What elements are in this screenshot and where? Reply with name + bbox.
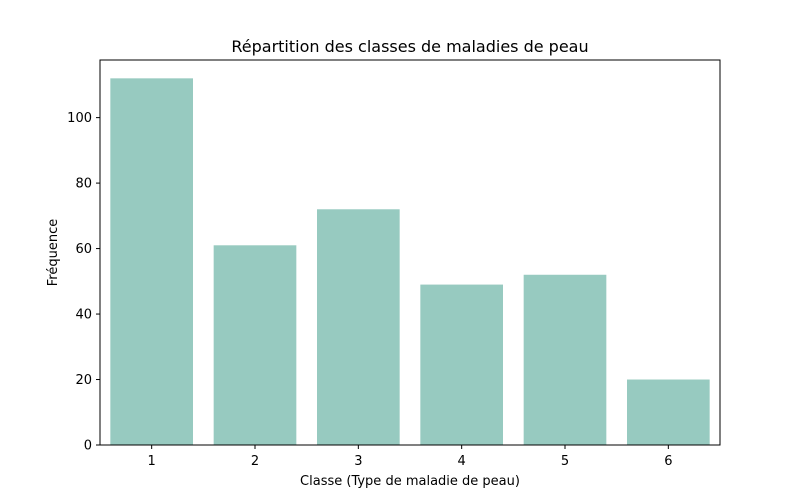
bar-4 bbox=[420, 284, 503, 445]
chart-title: Répartition des classes de maladies de p… bbox=[231, 37, 588, 56]
y-tick-label: 100 bbox=[67, 111, 92, 126]
y-tick-label: 60 bbox=[75, 242, 92, 257]
y-tick-label: 20 bbox=[75, 373, 92, 388]
x-tick-label: 5 bbox=[561, 454, 569, 469]
bar-5 bbox=[523, 274, 607, 445]
bar-1 bbox=[110, 78, 193, 445]
y-tick-label: 40 bbox=[75, 308, 92, 323]
y-axis-label: Fréquence bbox=[46, 219, 61, 286]
x-tick-label: 3 bbox=[354, 454, 362, 469]
x-tick-label: 4 bbox=[458, 454, 466, 469]
y-axis-ticks: 0 20 40 60 80 100 bbox=[67, 111, 100, 454]
plot-frame bbox=[99, 59, 721, 446]
bars-group bbox=[110, 78, 710, 445]
bar-3 bbox=[317, 209, 400, 445]
x-axis-ticks: 1 2 3 4 5 6 bbox=[148, 445, 672, 469]
x-tick-label: 1 bbox=[148, 454, 156, 469]
y-tick-label: 80 bbox=[75, 177, 92, 192]
x-tick-label: 6 bbox=[664, 454, 672, 469]
bar-2 bbox=[213, 245, 297, 445]
bar-6 bbox=[627, 379, 710, 445]
x-axis-label: Classe (Type de maladie de peau) bbox=[300, 474, 520, 489]
y-tick-label: 0 bbox=[84, 439, 92, 454]
x-tick-label: 2 bbox=[251, 454, 259, 469]
